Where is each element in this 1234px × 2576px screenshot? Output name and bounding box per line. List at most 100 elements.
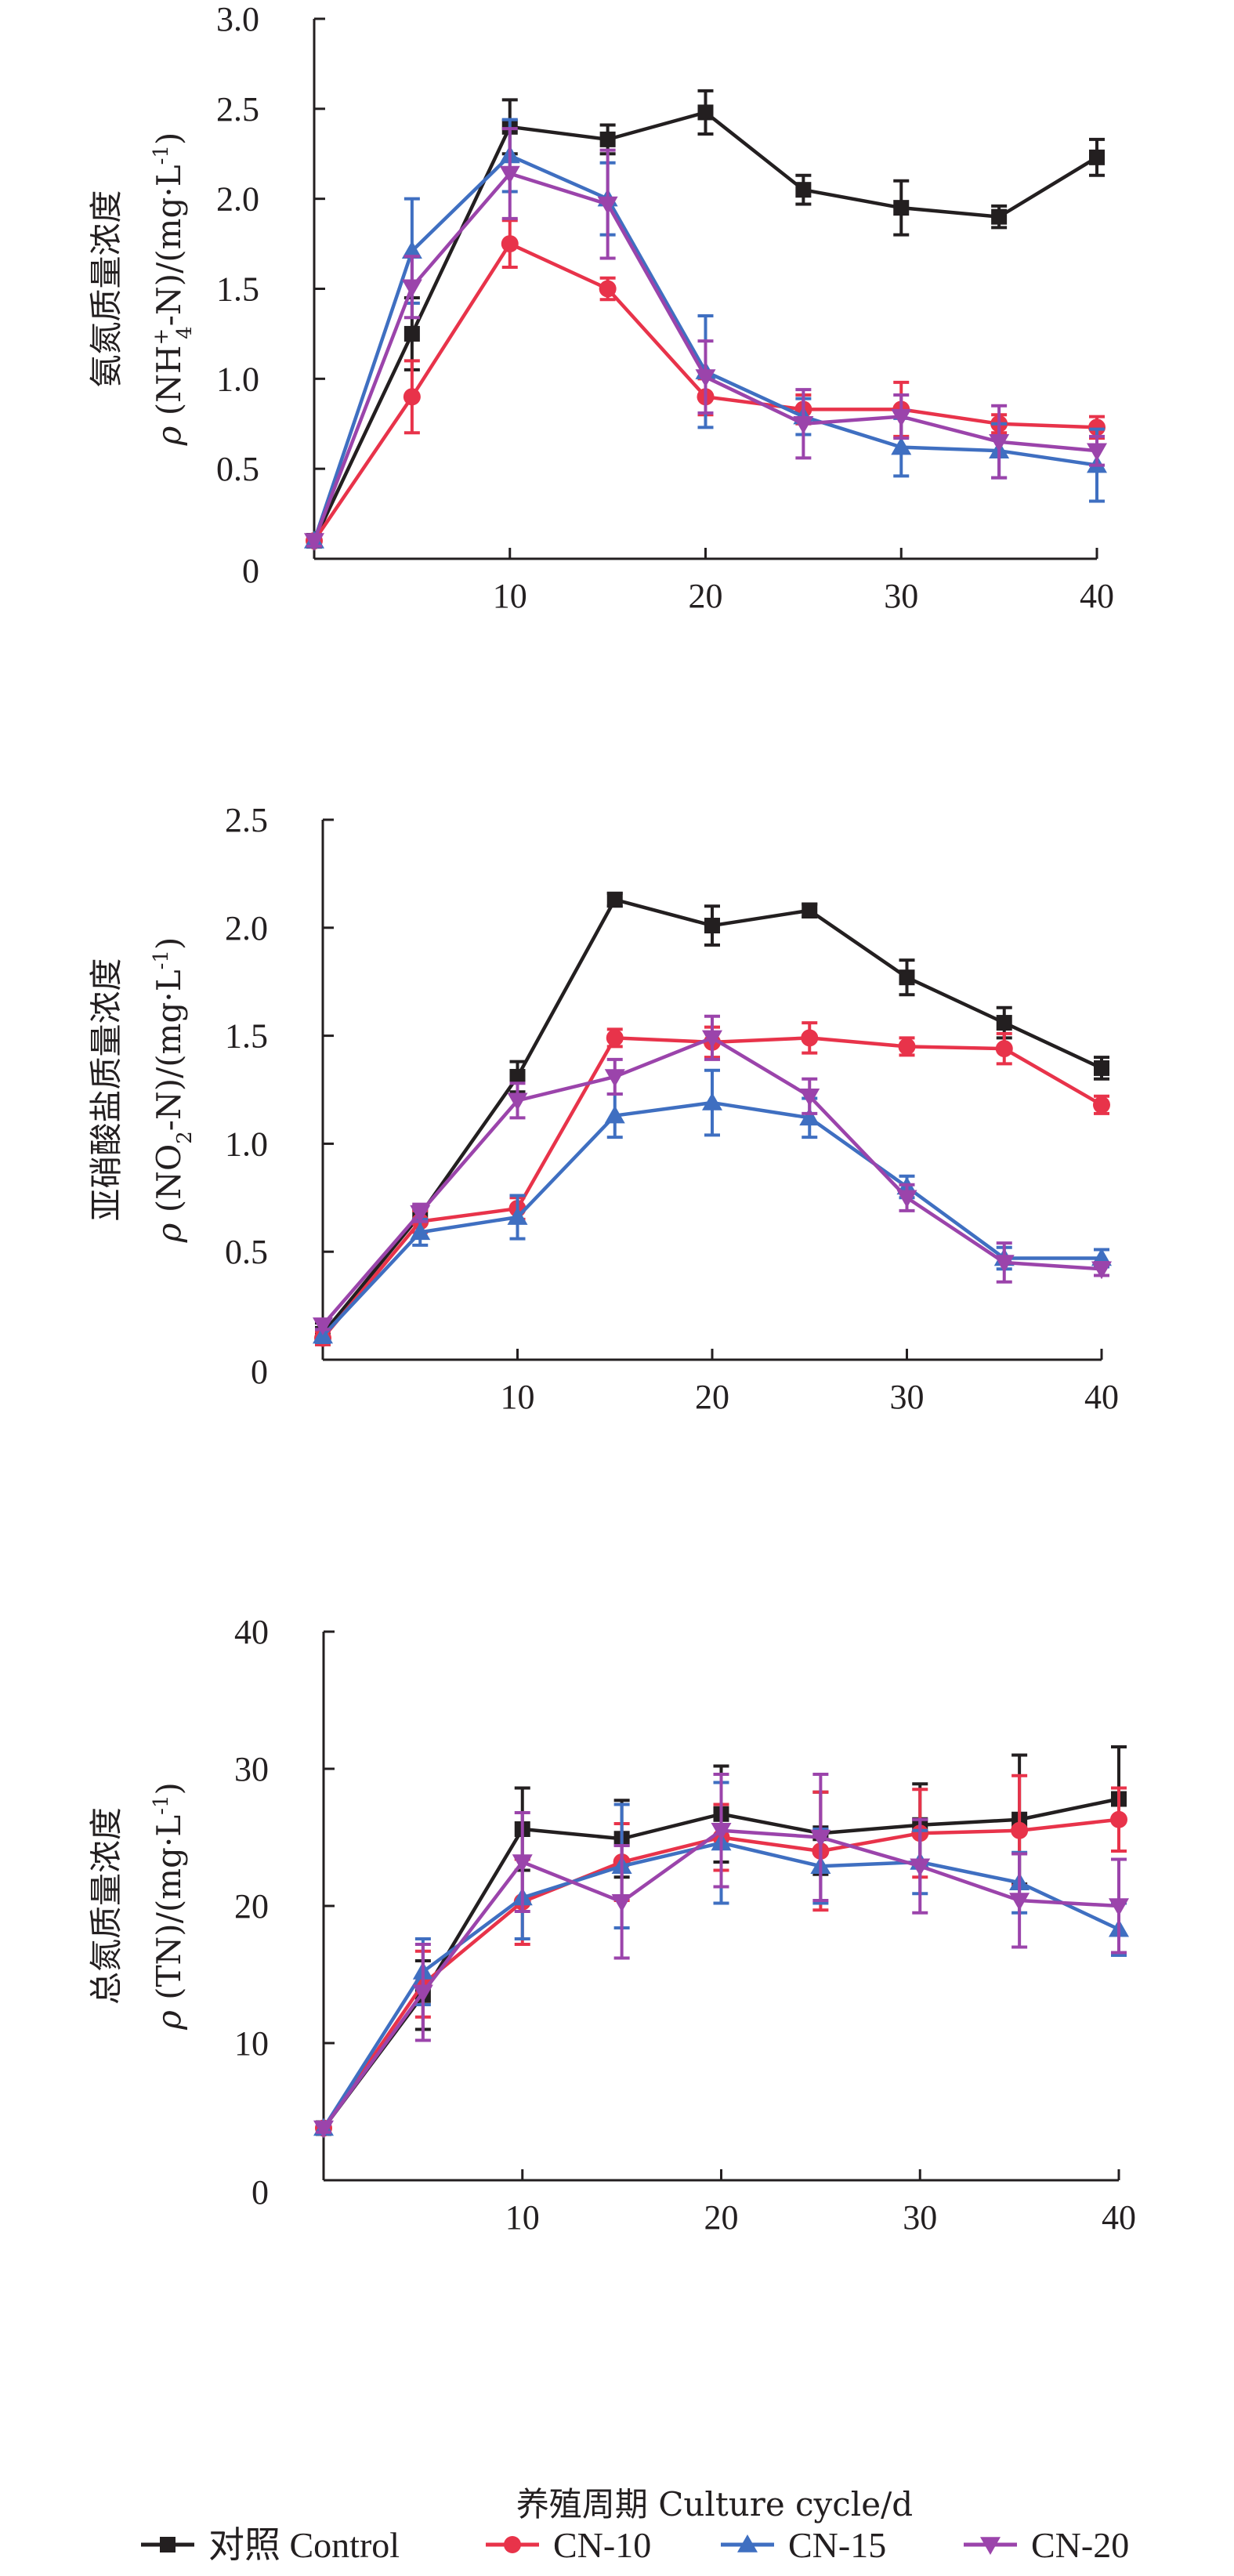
triangle-down-marker: [810, 1829, 831, 1848]
legend-label: CN-20: [1031, 2525, 1129, 2565]
square-marker: [991, 208, 1008, 225]
square-marker: [795, 182, 812, 198]
circle-marker: [501, 235, 519, 253]
series-cn-20: [313, 1773, 1129, 2139]
legend-label: 对照 Control: [208, 2525, 400, 2565]
square-marker: [1089, 149, 1105, 165]
square-marker: [160, 2537, 176, 2552]
x-tick-label: 10: [493, 577, 527, 615]
triangle-down-marker: [604, 1069, 625, 1087]
y-tick-label: 0: [242, 552, 259, 590]
label-text: ): [150, 132, 188, 145]
y-tick-label: 0: [252, 2173, 269, 2212]
square-marker: [606, 891, 623, 908]
triangle-down-marker: [799, 1089, 820, 1107]
triangle-down-marker: [891, 408, 912, 427]
ammonia-chart: 0 0.5 1.0 1.5 2.0 2.5 3.0 10 20 30 40 氨氮质量浓度 ρ (NH+4…: [87, 0, 1114, 615]
triangle-down-marker: [980, 2537, 1001, 2555]
y-tick-label: 0.5: [225, 1233, 268, 1271]
label-text: ): [150, 937, 188, 950]
label-text: ): [150, 1782, 188, 1795]
y-tick-label: 0.5: [216, 450, 259, 488]
x-tick-label: 20: [695, 1378, 729, 1416]
circle-marker: [1088, 418, 1106, 437]
triangle-down-marker: [1009, 1893, 1030, 1911]
x-tick-label: 30: [890, 1378, 925, 1416]
circle-marker: [995, 1040, 1013, 1058]
y-tick-label: 1.0: [216, 360, 259, 398]
triangle-down-marker: [507, 1092, 528, 1111]
square-marker: [403, 325, 420, 342]
triangle-up-marker: [401, 241, 422, 259]
y-tick-label: 2.0: [225, 909, 268, 947]
circle-marker: [898, 1038, 916, 1056]
x-tick-label: 20: [689, 577, 723, 615]
circle-marker: [801, 1029, 819, 1047]
subscript: 2: [173, 1131, 197, 1144]
y-axis-title-unit: ρ (TN)/(mg·L-1): [150, 1782, 188, 2031]
triangle-down-marker: [793, 416, 814, 434]
square-marker: [599, 131, 616, 147]
superscript: -1: [150, 145, 173, 165]
y-axis-title-unit: ρ (NO2-N)/(mg·L-1): [150, 937, 197, 1244]
x-tick-label: 10: [505, 2198, 540, 2237]
legend: 对照 Control CN-10 CN-15 CN-20: [141, 2525, 1129, 2565]
legend-item: CN-10: [486, 2525, 651, 2565]
superscript: +: [150, 328, 173, 346]
square-marker: [704, 918, 720, 934]
triangle-down-marker: [989, 433, 1010, 452]
triangle-down-marker: [695, 369, 716, 388]
y-tick-label: 20: [234, 1887, 269, 1926]
rho-symbol: ρ: [150, 426, 188, 446]
triangle-up-marker: [410, 1222, 431, 1241]
nitrite-chart: 0 0.5 1.0 1.5 2.0 2.5 10 20 30 40 亚硝酸盐质量浓度 ρ (NO2-N…: [87, 801, 1119, 1416]
triangle-down-marker: [401, 279, 422, 298]
y-tick-label: 0: [251, 1353, 268, 1391]
x-tick-label: 40: [1102, 2198, 1136, 2237]
triangle-down-marker: [910, 1858, 931, 1877]
triangle-down-marker: [1109, 1898, 1129, 1916]
square-marker: [802, 902, 818, 918]
y-tick-label: 10: [234, 2024, 269, 2063]
y-tick-label: 1.0: [225, 1125, 268, 1163]
legend-item: CN-20: [964, 2525, 1129, 2565]
y-tick-label: 30: [234, 1750, 269, 1788]
legend-label: CN-10: [553, 2525, 651, 2565]
triangle-down-marker: [304, 533, 324, 552]
legend-item: CN-15: [721, 2525, 886, 2565]
y-axis-title-unit: ρ (NH+4-N)/(mg·L-1): [150, 132, 197, 447]
triangle-up-marker: [702, 1092, 722, 1110]
x-axis-title: 养殖周期 Culture cycle/d: [516, 2485, 913, 2523]
rho-symbol: ρ: [150, 1223, 188, 1243]
triangle-down-marker: [611, 1894, 632, 1912]
triangle-up-marker: [604, 1105, 625, 1124]
legend-label: CN-15: [788, 2525, 886, 2565]
triangle-up-marker: [891, 437, 912, 455]
subscript: 4: [173, 326, 197, 339]
series-cn-20: [313, 1014, 1112, 1335]
y-tick-label: 2.0: [216, 180, 259, 219]
square-marker: [1094, 1060, 1109, 1076]
superscript: -1: [150, 950, 173, 969]
x-tick-label: 40: [1084, 1378, 1119, 1416]
x-tick-label: 20: [704, 2198, 739, 2237]
triangle-up-marker: [507, 1207, 528, 1225]
triangle-down-marker: [313, 1317, 333, 1335]
triangle-down-marker: [1091, 1261, 1112, 1280]
series-cn-20: [304, 127, 1107, 552]
rho-symbol: ρ: [150, 2010, 188, 2031]
triangle-down-marker: [1087, 443, 1107, 462]
circle-marker: [403, 388, 421, 406]
x-tick-label: 10: [501, 1378, 535, 1416]
triangle-up-marker: [737, 2534, 758, 2552]
triangle-up-marker: [799, 1107, 820, 1126]
square-marker: [509, 1068, 526, 1085]
series-control: [315, 891, 1109, 1346]
y-tick-label: 2.5: [216, 90, 259, 129]
y-tick-label: 40: [234, 1613, 269, 1651]
label-text: -N)/(mg·L: [150, 165, 188, 326]
circle-marker: [1110, 1810, 1127, 1828]
x-tick-label: 30: [903, 2198, 937, 2237]
circle-marker: [606, 1029, 624, 1047]
circle-marker: [1093, 1096, 1110, 1114]
